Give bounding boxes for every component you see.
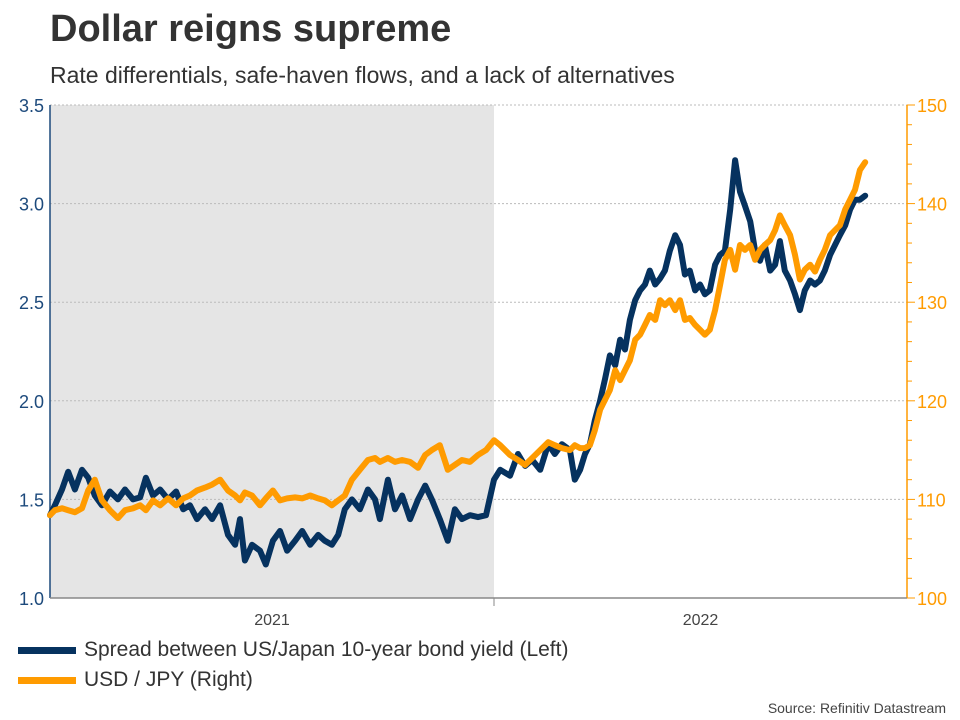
left-tick-label: 2.0 bbox=[19, 392, 44, 412]
chart-subtitle: Rate differentials, safe-haven flows, an… bbox=[50, 62, 675, 88]
source-note: Source: Refinitiv Datastream bbox=[767, 700, 946, 716]
right-tick-label: 150 bbox=[917, 96, 947, 116]
legend-swatch-spread bbox=[18, 646, 76, 654]
right-tick-label: 110 bbox=[917, 490, 946, 510]
left-tick-label: 1.5 bbox=[19, 490, 44, 510]
right-tick-label: 140 bbox=[917, 195, 947, 215]
legend-swatch-usdjpy bbox=[18, 676, 76, 684]
legend-label-spread: Spread between US/Japan 10-year bond yie… bbox=[84, 638, 569, 661]
left-tick-label: 3.5 bbox=[19, 96, 44, 116]
legend-item-usdjpy: USD / JPY (Right) bbox=[18, 668, 253, 692]
x-tick-label: 2022 bbox=[683, 612, 719, 629]
left-tick-label: 1.0 bbox=[19, 589, 44, 609]
legend-item-spread: Spread between US/Japan 10-year bond yie… bbox=[18, 638, 568, 662]
chart-title: Dollar reigns supreme bbox=[50, 8, 452, 50]
legend-label-usdjpy: USD / JPY (Right) bbox=[84, 668, 253, 691]
left-tick-label: 3.0 bbox=[19, 195, 44, 215]
x-tick-label: 2021 bbox=[254, 612, 290, 629]
right-tick-label: 100 bbox=[917, 589, 947, 609]
right-tick-label: 130 bbox=[917, 293, 947, 313]
left-tick-label: 2.5 bbox=[19, 293, 44, 313]
shaded-period-2021 bbox=[50, 105, 494, 598]
series-line-usdjpy bbox=[47, 159, 869, 522]
right-tick-label: 120 bbox=[917, 392, 947, 412]
